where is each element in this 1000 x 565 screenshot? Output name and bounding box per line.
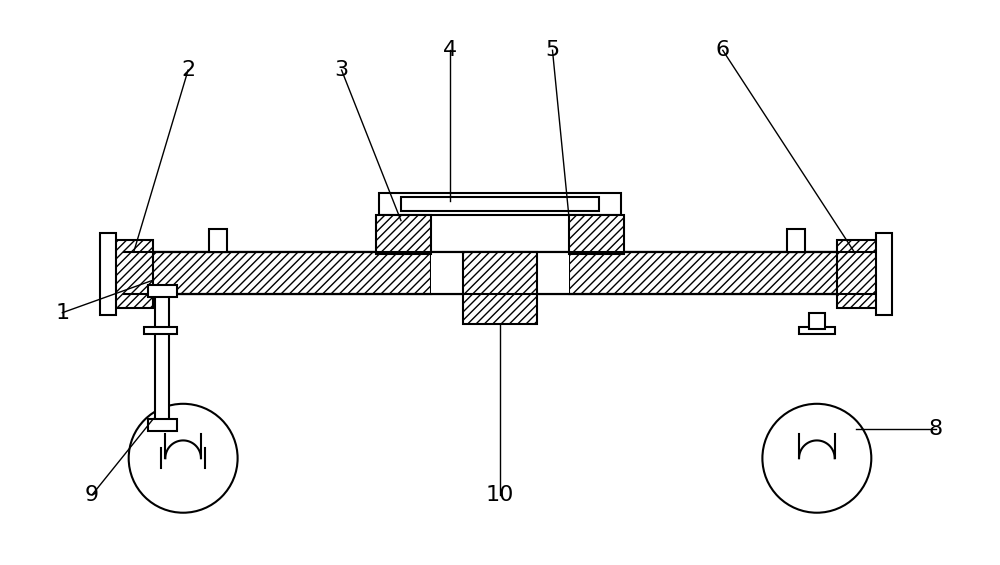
Text: 9: 9 xyxy=(85,485,99,505)
Bar xyxy=(148,285,177,297)
Bar xyxy=(431,253,569,294)
Circle shape xyxy=(762,404,871,512)
Bar xyxy=(569,215,624,254)
Bar xyxy=(799,327,835,334)
Text: 3: 3 xyxy=(335,60,349,80)
Bar xyxy=(787,228,805,253)
Circle shape xyxy=(129,404,238,512)
Bar xyxy=(148,419,177,431)
Bar xyxy=(155,293,169,421)
Text: 5: 5 xyxy=(545,40,560,60)
Text: 1: 1 xyxy=(55,303,69,323)
Bar xyxy=(100,233,116,315)
Bar xyxy=(876,233,892,315)
Bar xyxy=(209,228,227,253)
Text: 6: 6 xyxy=(716,40,730,60)
Bar xyxy=(401,197,599,211)
Bar xyxy=(144,327,177,334)
Bar xyxy=(379,193,621,215)
Bar xyxy=(463,253,537,324)
Text: 10: 10 xyxy=(486,485,514,505)
Bar xyxy=(809,312,825,328)
Text: 4: 4 xyxy=(443,40,458,60)
Bar xyxy=(376,215,431,254)
Bar xyxy=(124,253,876,294)
Text: 8: 8 xyxy=(929,419,943,438)
Bar xyxy=(837,241,878,308)
Bar xyxy=(112,241,153,308)
Text: 2: 2 xyxy=(181,60,195,80)
Bar xyxy=(126,253,431,294)
Bar xyxy=(569,253,878,294)
